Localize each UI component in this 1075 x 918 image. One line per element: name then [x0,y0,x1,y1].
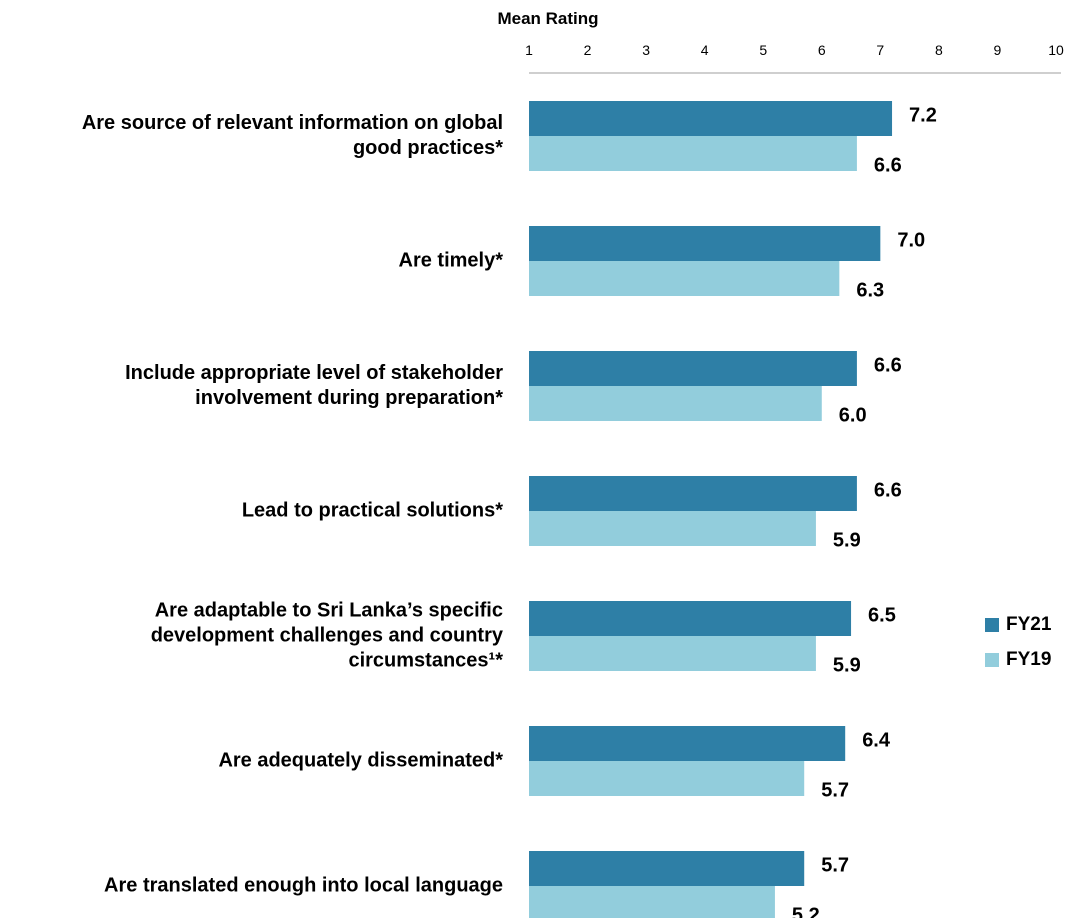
category-label: Are adequately disseminated* [218,749,503,771]
legend-label-fy21: FY21 [1006,614,1052,635]
x-tick-label: 6 [818,42,826,58]
x-axis-title: Mean Rating [497,9,598,28]
bar-fy19 [529,136,857,171]
data-label-fy19: 5.2 [792,904,820,918]
data-label-fy19: 5.9 [833,654,861,676]
legend-swatch-fy19 [985,653,999,667]
legend-swatch-fy21 [985,618,999,632]
x-tick-label: 8 [935,42,943,58]
legend-label-fy19: FY19 [1006,649,1051,670]
category-label: Are adaptable to Sri Lanka’s specific [155,599,503,621]
data-label-fy21: 6.6 [874,479,902,501]
category-label: Are translated enough into local languag… [104,874,503,896]
category-labels: Are source of relevant information on gl… [82,112,504,897]
bar-fy19 [529,261,840,296]
category-label: involvement during preparation* [195,387,503,409]
data-label-fy21: 6.4 [862,729,891,751]
bar-fy21 [529,726,846,761]
legend: FY21 FY19 [985,614,1052,670]
value-labels: 7.2 6.6 7.0 6.3 6.6 6.0 6.6 5.9 6.5 5.9 6.4 5.7 5.7 5… [792,104,937,918]
bar-fy21 [529,351,857,386]
x-tick-label: 9 [994,42,1002,58]
category-label: Are source of relevant information on gl… [82,112,503,134]
x-tick-label: 5 [759,42,767,58]
x-tick-label: 3 [642,42,650,58]
category-label: Include appropriate level of stakeholder [125,362,503,384]
bars [529,101,893,918]
category-label: good practices* [353,137,503,159]
bar-fy19 [529,511,816,546]
data-label-fy21: 6.5 [868,604,896,626]
data-label-fy19: 6.0 [839,404,867,426]
data-label-fy19: 6.6 [874,154,902,176]
data-label-fy21: 6.6 [874,354,902,376]
data-label-fy21: 7.2 [909,104,937,126]
bar-fy21 [529,851,805,886]
x-tick-label: 10 [1048,42,1064,58]
bar-fy19 [529,886,775,918]
x-tick-label: 1 [525,42,533,58]
category-label: circumstances¹* [348,649,503,671]
bar-fy21 [529,601,852,636]
category-label: development challenges and country [151,624,504,646]
bar-fy19 [529,386,822,421]
data-label-fy19: 6.3 [856,279,884,301]
bar-fy21 [529,226,881,261]
x-tick-label: 7 [876,42,884,58]
x-tick-label: 2 [584,42,592,58]
data-label-fy21: 7.0 [897,229,925,251]
bar-fy19 [529,636,816,671]
bar-fy21 [529,476,857,511]
bar-fy19 [529,761,805,796]
x-axis-ticks: 1 2 3 4 5 6 7 8 9 10 [525,42,1064,58]
category-label: Are timely* [399,249,504,271]
data-label-fy19: 5.7 [821,779,849,801]
data-label-fy19: 5.9 [833,529,861,551]
data-label-fy21: 5.7 [821,854,849,876]
x-tick-label: 4 [701,42,709,58]
bar-fy21 [529,101,893,136]
category-label: Lead to practical solutions* [242,499,503,521]
